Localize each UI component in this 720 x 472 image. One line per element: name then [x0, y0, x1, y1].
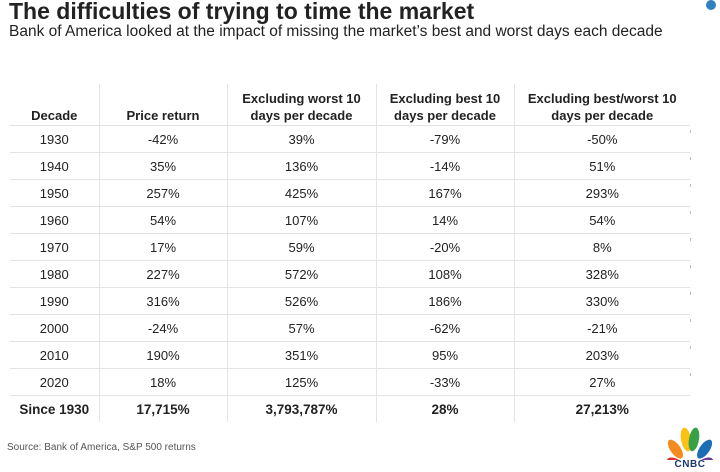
- decade-cell: 1980: [10, 260, 100, 288]
- value-cell: 14%: [376, 206, 515, 234]
- decade-cell: 1990: [10, 287, 100, 315]
- right-edge-ticks: [690, 126, 694, 396]
- source-note: Source: Bank of America, S&P 500 returns: [7, 442, 196, 453]
- corner-dot-icon: [706, 0, 716, 10]
- decade-cell: 1940: [10, 152, 100, 180]
- value-cell: 526%: [227, 287, 377, 315]
- value-cell: 293%: [514, 179, 690, 207]
- value-cell: 186%: [376, 287, 515, 315]
- value-cell: -24%: [99, 314, 228, 342]
- value-cell: 35%: [99, 152, 228, 180]
- table-row: 1980 227% 572% 108% 328%: [10, 260, 690, 288]
- value-cell: 17%: [99, 233, 228, 261]
- returns-table: Decade Price return Excluding worst 10 d…: [10, 84, 690, 422]
- total-value-cell: 17,715%: [99, 395, 228, 422]
- value-cell: 18%: [99, 368, 228, 396]
- table-row: 1970 17% 59% -20% 8%: [10, 233, 690, 261]
- value-cell: 316%: [99, 287, 228, 315]
- value-cell: -42%: [99, 125, 228, 153]
- decade-cell: 1960: [10, 206, 100, 234]
- value-cell: 125%: [227, 368, 377, 396]
- column-header: Excluding worst 10 days per decade: [227, 84, 377, 126]
- edge-tick: [690, 315, 694, 342]
- value-cell: 167%: [376, 179, 515, 207]
- column-header: Excluding best/worst 10 days per decade: [527, 91, 677, 123]
- value-cell: -20%: [376, 233, 515, 261]
- value-cell: 107%: [227, 206, 377, 234]
- value-cell: 39%: [227, 125, 377, 153]
- edge-tick: [690, 342, 694, 369]
- total-value-cell: 27,213%: [514, 395, 690, 422]
- value-cell: -14%: [376, 152, 515, 180]
- decade-cell: 1930: [10, 125, 100, 153]
- table-row: 1990 316% 526% 186% 330%: [10, 287, 690, 315]
- cnbc-logo: CNBC: [662, 424, 718, 472]
- value-cell: 351%: [227, 341, 377, 369]
- chart-title: The difficulties of trying to time the m…: [9, 0, 475, 24]
- decade-cell: 2020: [10, 368, 100, 396]
- value-cell: 425%: [227, 179, 377, 207]
- peacock-icon: [667, 427, 713, 471]
- value-cell: -50%: [514, 125, 690, 153]
- value-cell: 190%: [99, 341, 228, 369]
- value-cell: 227%: [99, 260, 228, 288]
- table-row: 1940 35% 136% -14% 51%: [10, 152, 690, 180]
- value-cell: 95%: [376, 341, 515, 369]
- value-cell: 8%: [514, 233, 690, 261]
- decade-cell: 1950: [10, 179, 100, 207]
- edge-tick: [690, 234, 694, 261]
- edge-tick: [690, 180, 694, 207]
- decade-cell: 2010: [10, 341, 100, 369]
- value-cell: 27%: [514, 368, 690, 396]
- table-row: 2010 190% 351% 95% 203%: [10, 341, 690, 369]
- table-header-row: Decade Price return Excluding worst 10 d…: [10, 84, 690, 126]
- value-cell: 108%: [376, 260, 515, 288]
- decade-cell: 2000: [10, 314, 100, 342]
- value-cell: 572%: [227, 260, 377, 288]
- edge-tick: [690, 261, 694, 288]
- value-cell: 54%: [514, 206, 690, 234]
- edge-tick: [690, 369, 694, 396]
- logo-wordmark: CNBC: [674, 459, 706, 470]
- edge-tick: [690, 153, 694, 180]
- edge-tick: [690, 126, 694, 153]
- column-header: Decade: [10, 84, 100, 126]
- value-cell: -21%: [514, 314, 690, 342]
- total-value-cell: 28%: [376, 395, 515, 422]
- total-value-cell: 3,793,787%: [227, 395, 377, 422]
- value-cell: 257%: [99, 179, 228, 207]
- value-cell: -33%: [376, 368, 515, 396]
- value-cell: 136%: [227, 152, 377, 180]
- value-cell: 59%: [227, 233, 377, 261]
- value-cell: 328%: [514, 260, 690, 288]
- table-row: 2020 18% 125% -33% 27%: [10, 368, 690, 396]
- edge-tick: [690, 207, 694, 234]
- decade-cell: 1970: [10, 233, 100, 261]
- table-row: 2000 -24% 57% -62% -21%: [10, 314, 690, 342]
- value-cell: 203%: [514, 341, 690, 369]
- table-row: 1930 -42% 39% -79% -50%: [10, 125, 690, 153]
- total-row: Since 1930 17,715% 3,793,787% 28% 27,213%: [10, 395, 690, 422]
- value-cell: 57%: [227, 314, 377, 342]
- table-body: 1930 -42% 39% -79% -50% 1940 35% 136% -14% 51% 195…: [10, 125, 690, 422]
- value-cell: 330%: [514, 287, 690, 315]
- value-cell: 54%: [99, 206, 228, 234]
- column-header: Excluding best 10 days per decade: [376, 84, 515, 126]
- total-label-cell: Since 1930: [10, 395, 100, 422]
- value-cell: 51%: [514, 152, 690, 180]
- table-row: 1960 54% 107% 14% 54%: [10, 206, 690, 234]
- chart-subtitle: Bank of America looked at the impact of …: [9, 23, 663, 40]
- edge-tick: [690, 288, 694, 315]
- value-cell: -62%: [376, 314, 515, 342]
- column-header: Price return: [99, 84, 228, 126]
- value-cell: -79%: [376, 125, 515, 153]
- table-row: 1950 257% 425% 167% 293%: [10, 179, 690, 207]
